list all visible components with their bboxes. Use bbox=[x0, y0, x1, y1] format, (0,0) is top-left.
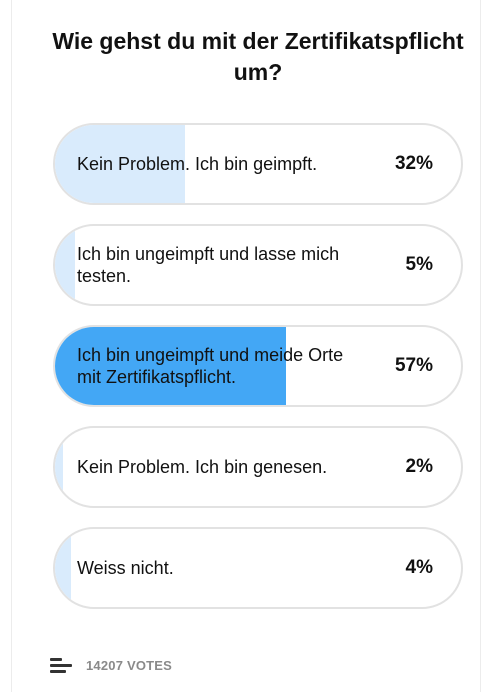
poll-option-label: Weiss nicht. bbox=[77, 558, 174, 578]
poll-footer: 14207 VOTES bbox=[50, 655, 172, 675]
poll-option-percent: 57% bbox=[394, 355, 433, 376]
poll-card: Wie gehst du mit der Zertifikatspflicht … bbox=[11, 0, 481, 692]
poll-option-label: Ich bin ungeimpft und meide Orte mit Zer… bbox=[77, 345, 344, 387]
poll-option-5[interactable]: Weiss nicht. 4% bbox=[53, 527, 463, 609]
poll-option-bar bbox=[55, 529, 71, 607]
poll-option-label: Kein Problem. Ich bin genesen. bbox=[77, 457, 328, 477]
poll-option-percent: 32% bbox=[394, 153, 433, 174]
poll-option-1[interactable]: Kein Problem. Ich bin geimpft. 32% bbox=[53, 123, 463, 205]
poll-option-4[interactable]: Kein Problem. Ich bin genesen. 2% bbox=[53, 426, 463, 508]
poll-option-bar bbox=[55, 428, 63, 506]
vote-count: 14207 VOTES bbox=[86, 657, 173, 673]
poll-option-percent: 5% bbox=[405, 254, 433, 275]
poll-option-label: Ich bin ungeimpft und lasse mich testen. bbox=[77, 244, 340, 286]
poll-option-label: Kein Problem. Ich bin geimpft. bbox=[77, 154, 318, 174]
poll-options: Kein Problem. Ich bin geimpft. 32% Ich b… bbox=[53, 123, 463, 609]
poll-option-percent: 2% bbox=[405, 456, 433, 477]
poll-option-percent: 4% bbox=[405, 557, 433, 578]
poll-option-bar bbox=[55, 125, 185, 203]
poll-title: Wie gehst du mit der Zertifikatspflicht … bbox=[52, 28, 464, 85]
menu-lines-icon bbox=[50, 657, 72, 673]
poll-option-3[interactable]: Ich bin ungeimpft und meide Orte mit Zer… bbox=[53, 325, 463, 407]
poll-option-bar bbox=[55, 226, 75, 304]
poll-option-2[interactable]: Ich bin ungeimpft und lasse mich testen.… bbox=[53, 224, 463, 306]
poll-option-bar bbox=[55, 327, 286, 405]
